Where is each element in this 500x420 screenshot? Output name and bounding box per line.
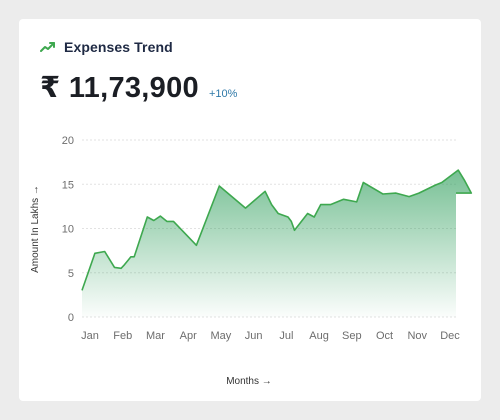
x-tick-label: Sep xyxy=(342,330,362,342)
y-tick-label: 5 xyxy=(68,268,74,280)
x-tick-label: Jun xyxy=(245,330,263,342)
x-tick-label: Apr xyxy=(180,330,197,342)
x-tick-label: Oct xyxy=(376,330,393,342)
card-title: Expenses Trend xyxy=(64,39,173,55)
line-layer xyxy=(81,169,473,291)
y-tick-label: 15 xyxy=(62,179,74,191)
x-tick-label: Jul xyxy=(279,330,293,342)
y-axis-label: Amount In Lakhs → xyxy=(30,185,41,273)
change-percent: +10% xyxy=(208,88,238,100)
y-tick-labels: 0 5 10 15 20 xyxy=(62,135,74,324)
x-tick-label: May xyxy=(211,330,232,342)
x-tick-label: Dec xyxy=(440,330,460,342)
x-tick-label: Nov xyxy=(407,330,427,342)
x-tick-label: Aug xyxy=(309,330,329,342)
total-amount: ₹ 11,73,900 xyxy=(40,72,199,104)
trend-up-icon xyxy=(40,41,56,53)
card-header: Expenses Trend xyxy=(40,39,173,55)
x-tick-label: Jan xyxy=(81,330,99,342)
y-tick-label: 10 xyxy=(62,224,74,236)
y-tick-label: 0 xyxy=(68,312,74,324)
expenses-area-fill xyxy=(82,170,472,317)
amount-row: ₹ 11,73,900 +10% xyxy=(40,70,237,105)
expenses-series-line xyxy=(81,169,473,291)
x-tick-label: Feb xyxy=(113,330,132,342)
y-tick-label: 20 xyxy=(62,135,74,147)
x-axis-label: Months → xyxy=(226,376,272,387)
x-tick-labels: Jan Feb Mar Apr May Jun Jul Aug Sep Oct Nov Dec xyxy=(81,330,460,342)
area-layer xyxy=(82,170,472,317)
x-tick-label: Mar xyxy=(146,330,165,342)
